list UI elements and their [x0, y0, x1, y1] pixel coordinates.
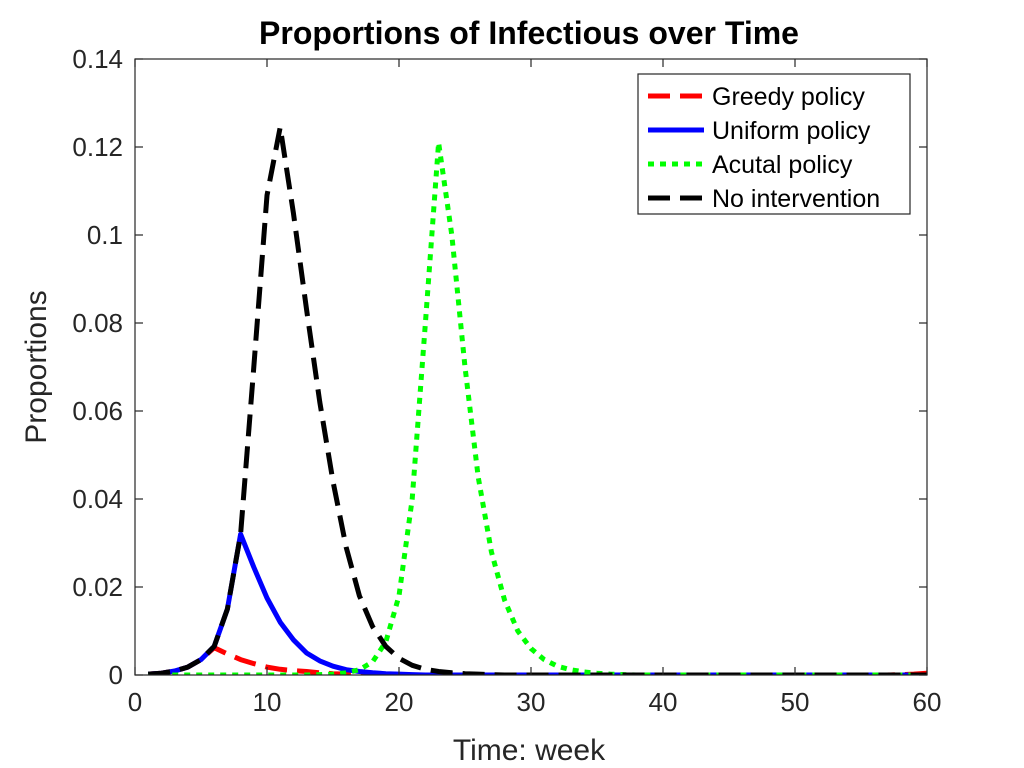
series-line-4 [148, 124, 927, 675]
x-tick-label: 40 [649, 687, 678, 717]
x-axis-label: Time: week [453, 734, 606, 767]
y-axis: 0 0.02 0.04 0.06 0.08 0.1 0.12 0.14 [72, 44, 927, 690]
y-tick-label: 0.02 [72, 572, 123, 602]
legend-label: Greedy policy [712, 83, 865, 111]
legend-label: Acutal policy [712, 151, 853, 179]
y-tick-label: 0.12 [72, 132, 123, 162]
y-axis-label: Proportions [20, 290, 53, 443]
x-tick-label: 0 [128, 687, 142, 717]
x-tick-label: 50 [781, 687, 810, 717]
y-tick-label: 0.14 [72, 44, 123, 74]
legend-label: Uniform policy [712, 117, 871, 145]
legend: Greedy policy Uniform policy Acutal policy… [637, 73, 911, 215]
y-tick-label: 0 [109, 660, 123, 690]
y-tick-label: 0.1 [87, 220, 123, 250]
chart-title: Proportions of Infectious over Time [259, 15, 799, 51]
x-tick-label: 20 [385, 687, 414, 717]
x-tick-label: 10 [253, 687, 282, 717]
y-tick-label: 0.06 [72, 396, 123, 426]
x-tick-label: 60 [913, 687, 942, 717]
legend-label: No intervention [712, 185, 880, 213]
x-tick-label: 30 [517, 687, 546, 717]
series-line-2 [148, 531, 927, 675]
y-tick-label: 0.04 [72, 484, 123, 514]
series-layer [148, 124, 927, 675]
y-tick-label: 0.08 [72, 308, 123, 338]
x-axis: 0 10 20 30 40 50 60 [128, 59, 942, 717]
series-line-1 [148, 645, 927, 675]
